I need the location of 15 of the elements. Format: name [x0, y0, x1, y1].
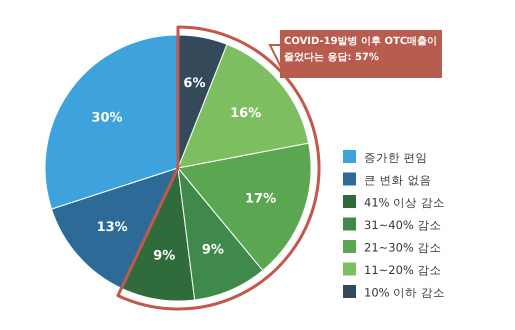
data-label: 6% — [183, 76, 206, 91]
legend-label: 큰 변화 없음 — [364, 173, 432, 187]
data-label: 9% — [153, 248, 176, 264]
data-label: 9% — [202, 242, 224, 258]
data-label: 16% — [230, 106, 262, 122]
text: COVID-19발병 이후 OTC매출이 줄었다는 응답: 57% — [284, 35, 438, 65]
legend-label: 10% 이하 감소 — [364, 286, 445, 300]
legend-label: 21~30% 감소 — [364, 240, 442, 254]
legend-label: 증가한 편임 — [364, 150, 428, 164]
data-label: 13% — [96, 220, 128, 236]
data-label: 30% — [91, 110, 123, 126]
data-label: 17% — [245, 192, 276, 207]
legend-label: 31~40% 감소 — [364, 218, 442, 232]
legend-label: 11~20% 감소 — [364, 263, 442, 277]
legend-label: 41% 이상 감소 — [364, 196, 445, 210]
